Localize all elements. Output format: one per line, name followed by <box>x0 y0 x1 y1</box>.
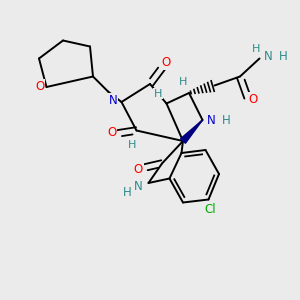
Polygon shape <box>181 120 202 143</box>
Text: O: O <box>134 163 142 176</box>
Text: O: O <box>248 93 257 106</box>
Text: H: H <box>123 185 132 199</box>
Text: O: O <box>161 56 170 69</box>
Text: H: H <box>222 114 231 127</box>
Text: N: N <box>207 114 216 127</box>
Text: H: H <box>179 76 187 87</box>
Text: O: O <box>107 126 116 139</box>
Text: N: N <box>109 94 118 107</box>
Text: H: H <box>128 140 136 151</box>
Text: H: H <box>154 88 163 99</box>
Text: H: H <box>252 44 261 55</box>
Text: Cl: Cl <box>204 202 216 216</box>
Text: O: O <box>35 80 44 93</box>
Text: H: H <box>278 50 287 64</box>
Text: N: N <box>263 50 272 64</box>
Text: N: N <box>134 179 142 193</box>
